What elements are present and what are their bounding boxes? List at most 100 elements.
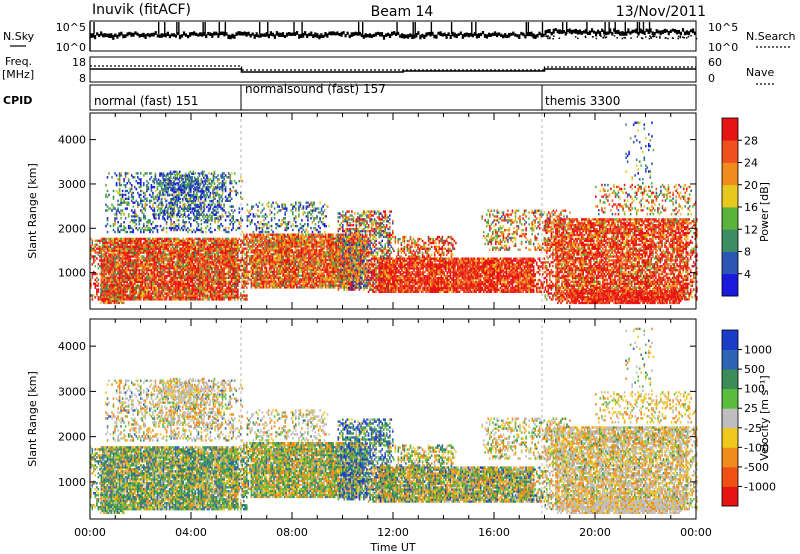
power-echo-cell: [151, 176, 153, 178]
nsearch-sample: [592, 36, 594, 38]
power-echo-cell: [152, 227, 154, 229]
noise-sample: [306, 34, 308, 38]
power-echo-cell: [210, 285, 212, 287]
noise-sample: [627, 28, 629, 33]
noise-sample: [676, 30, 678, 35]
power-echo-cell: [92, 240, 94, 242]
power-echo-cell: [195, 281, 197, 283]
power-echo-cell: [123, 225, 125, 227]
noise-sample: [549, 29, 551, 33]
noise-sample: [405, 35, 407, 39]
power-echo-cell: [131, 209, 133, 211]
power-echo-cell: [245, 294, 247, 296]
power-echo-cell: [216, 238, 218, 240]
noise-sample: [296, 31, 298, 35]
power-echo-cell: [166, 281, 168, 283]
power-echo-cell: [117, 204, 119, 206]
power-echo-cell: [155, 287, 157, 289]
power-echo-cell: [132, 283, 134, 285]
power-echo-cell: [176, 219, 178, 221]
power-echo-cell: [245, 283, 247, 285]
power-echo-cell: [136, 188, 138, 190]
noise-sample: [577, 30, 579, 35]
power-echo-cell: [211, 180, 213, 182]
power-echo-cell: [196, 227, 198, 229]
power-echo-cell: [239, 244, 241, 246]
power-echo-cell: [148, 219, 150, 221]
noise-sample: [187, 35, 189, 38]
power-echo-cell: [111, 209, 113, 211]
power-echo-cell: [107, 231, 109, 233]
noise-sample: [403, 34, 405, 39]
power-echo-cell: [117, 294, 119, 296]
noise-sample: [122, 34, 124, 38]
power-echo-cell: [116, 261, 118, 263]
power-echo-cell: [116, 182, 118, 184]
power-echo-cell: [134, 238, 136, 240]
power-echo-cell: [166, 263, 168, 265]
power-echo-cell: [157, 279, 159, 281]
power-echo-cell: [234, 238, 236, 240]
power-echo-cell: [151, 269, 153, 271]
noise-sample: [336, 31, 338, 35]
noise-sample: [252, 33, 254, 36]
power-echo-cell: [232, 288, 234, 290]
power-echo-cell: [184, 296, 186, 298]
power-echo-cell: [119, 238, 121, 240]
power-echo-cell: [226, 277, 228, 279]
power-echo-cell: [120, 238, 122, 240]
power-echo-cell: [145, 277, 147, 279]
power-echo-cell: [201, 298, 203, 300]
power-echo-cell: [193, 240, 195, 242]
power-echo-cell: [222, 225, 224, 227]
power-echo-cell: [109, 284, 111, 286]
power-echo-cell: [220, 174, 222, 176]
noise-sample: [522, 33, 524, 37]
power-echo-cell: [120, 198, 122, 200]
power-echo-cell: [131, 200, 133, 202]
noise-sample: [619, 32, 621, 36]
power-echo-cell: [137, 292, 139, 294]
power-echo-cell: [223, 240, 225, 242]
noise-sample: [385, 34, 387, 37]
power-echo-cell: [157, 194, 159, 196]
power-echo-cell: [167, 281, 169, 283]
nsearch-sample: [653, 36, 655, 38]
power-echo-cell: [101, 246, 103, 248]
noise-sample: [260, 33, 262, 37]
power-echo-cell: [121, 284, 123, 286]
power-echo-cell: [145, 198, 147, 200]
power-echo-cell: [220, 238, 222, 240]
power-echo-cell: [140, 229, 142, 231]
nsearch-sample: [600, 36, 602, 38]
power-echo-cell: [92, 273, 94, 275]
noise-sample: [258, 35, 260, 38]
power-echo-cell: [120, 223, 122, 225]
nsearch-sample: [616, 37, 618, 39]
noise-sample: [664, 29, 666, 33]
power-echo-cell: [123, 238, 125, 240]
noise-sample: [684, 31, 686, 35]
noise-sample: [407, 34, 409, 39]
power-echo-cell: [223, 229, 225, 231]
power-echo-cell: [213, 275, 215, 277]
noise-sample: [195, 33, 197, 36]
power-echo-cell: [95, 279, 97, 281]
power-echo-cell: [205, 227, 207, 229]
power-echo-cell: [105, 298, 107, 300]
noise-sample: [488, 33, 490, 37]
power-echo-cell: [195, 231, 197, 233]
power-echo-cell: [166, 231, 168, 233]
power-echo-cell: [107, 205, 109, 207]
power-echo-cell: [242, 240, 244, 242]
noise-sample: [197, 34, 199, 37]
power-echo-cell: [198, 238, 200, 240]
power-echo-cell: [232, 238, 234, 240]
power-echo-cell: [93, 294, 95, 296]
power-echo-cell: [111, 248, 113, 250]
power-echo-cell: [145, 172, 147, 174]
power-echo-cell: [185, 238, 187, 240]
power-echo-cell: [178, 249, 180, 251]
power-echo-cell: [96, 248, 98, 250]
power-echo-cell: [102, 253, 104, 255]
